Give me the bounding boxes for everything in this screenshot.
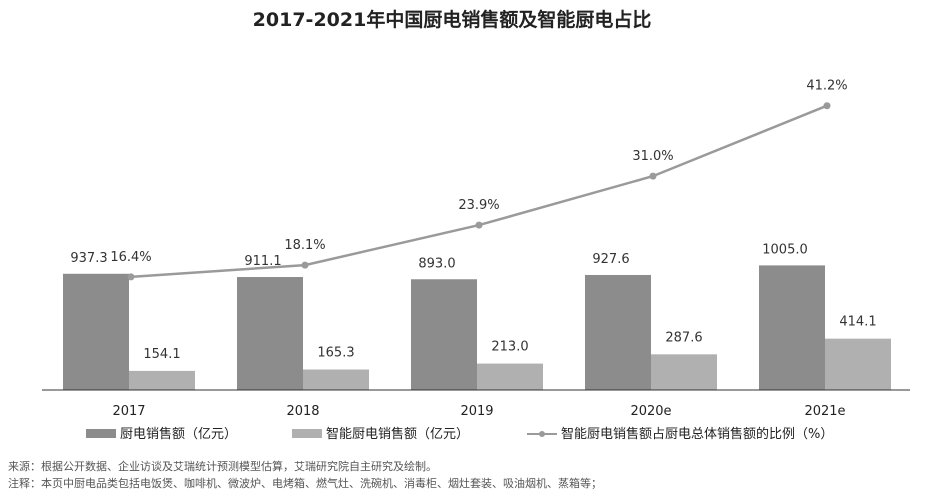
ratio-line [130,104,828,279]
label-smart-sales-2021e: 414.1 [839,315,876,330]
ticks-layer: 2017 2018 2019 2020e 2021e [112,404,845,419]
ratio-label-2018: 18.1% [284,238,325,253]
legend: 厨电销售额（亿元） 智能厨电销售额（亿元） 智能厨电销售额占厨电总体销售额的比例… [86,426,833,442]
x-tick-2017: 2017 [112,404,145,419]
label-sales-2019: 893.0 [418,256,455,271]
legend-label-ratio: 智能厨电销售额占厨电总体销售额的比例（%） [561,426,833,442]
bar-smart-sales-2021e [825,338,891,390]
bar-sales-2020e [585,274,651,390]
ratio-point-2018 [301,261,309,269]
x-tick-2018: 2018 [286,404,319,419]
bar-smart-sales-2020e [651,354,717,390]
bar-sales-2018 [237,277,303,390]
bar-sales-2017 [63,273,129,390]
bar-smart-sales-2019 [477,363,543,390]
remark-note: 注释：本页中厨电品类包括电饭煲、咖啡机、微波炉、电烤箱、燃气灶、洗碗机、消毒柜、… [8,476,602,490]
bar-sales-2019 [411,279,477,390]
source-note: 来源：根据公开数据、企业访谈及艾瑞统计预测模型估算，艾瑞研究院自主研究及绘制。 [8,459,437,473]
bar-smart-sales-2017 [129,370,195,390]
legend-swatch-smart-sales [292,429,322,438]
legend-label-smart-sales: 智能厨电销售额（亿元） [326,426,469,442]
label-sales-2021e: 1005.0 [762,242,808,257]
line-layer: 16.4% 18.1% 23.9% 31.0% 41.2% [110,79,848,281]
ratio-label-2017: 16.4% [110,250,151,265]
label-sales-2018: 911.1 [244,254,281,269]
x-tick-2020e: 2020e [630,404,671,419]
ratio-label-2021e: 41.2% [806,79,847,94]
label-sales-2020e: 927.6 [592,252,629,267]
bars-layer: 937.3 154.1 911.1 165.3 893.0 213.0 927.6 287.6… [63,242,891,390]
ratio-point-2017 [127,273,135,281]
ratio-point-2019 [475,221,483,229]
label-sales-2017: 937.3 [70,251,107,266]
ratio-label-2020e: 31.0% [632,149,673,164]
x-tick-2021e: 2021e [804,404,845,419]
bar-sales-2021e [759,265,825,390]
label-smart-sales-2018: 165.3 [317,346,354,361]
chart-title: 2017-2021年中国厨电销售额及智能厨电占比 [253,8,652,31]
label-smart-sales-2020e: 287.6 [665,330,702,345]
ratio-label-2019: 23.9% [458,198,499,213]
label-smart-sales-2019: 213.0 [491,340,528,355]
bar-smart-sales-2018 [303,369,369,390]
ratio-point-2020e [649,172,657,180]
x-tick-2019: 2019 [460,404,493,419]
legend-label-sales: 厨电销售额（亿元） [120,426,237,442]
legend-marker-ratio [539,431,545,437]
label-smart-sales-2017: 154.1 [143,347,180,362]
legend-swatch-sales [86,429,116,438]
ratio-point-2021e [823,102,831,110]
